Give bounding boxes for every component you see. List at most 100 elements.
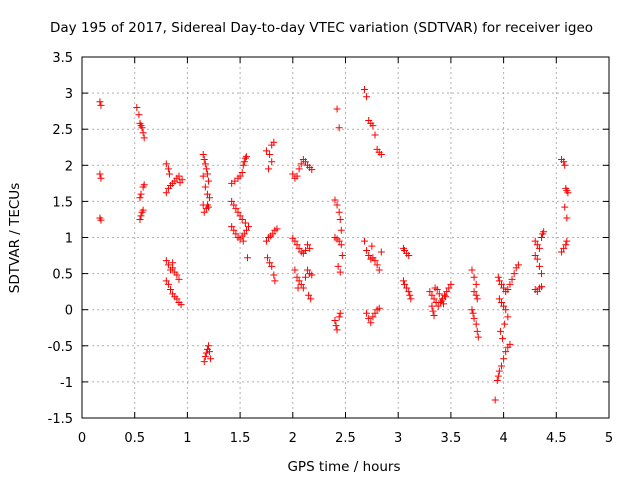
data-point: [502, 348, 510, 356]
data-point: [533, 255, 541, 263]
data-point: [240, 158, 248, 166]
data-point: [401, 280, 409, 288]
data-point: [332, 322, 340, 330]
data-point: [162, 189, 170, 197]
data-point: [494, 372, 502, 380]
data-point: [169, 259, 177, 267]
data-point: [564, 189, 572, 197]
data-point: [297, 160, 305, 168]
data-point: [232, 230, 240, 238]
data-point: [433, 285, 441, 293]
data-point: [97, 216, 105, 224]
data-point: [305, 291, 313, 299]
data-point: [494, 273, 502, 281]
data-point: [495, 367, 503, 375]
data-point: [365, 314, 373, 322]
data-point: [436, 298, 444, 306]
data-point: [301, 158, 309, 166]
data-point: [429, 307, 437, 315]
data-point: [434, 302, 442, 310]
data-point: [236, 172, 244, 180]
data-point: [371, 131, 379, 139]
data-point: [337, 226, 345, 234]
data-point: [241, 219, 249, 227]
data-point: [473, 295, 481, 303]
data-point: [375, 304, 383, 312]
data-point: [428, 302, 436, 310]
x-tick-label: 1.5: [230, 431, 251, 446]
data-point: [164, 280, 172, 288]
data-point: [264, 254, 272, 262]
data-point: [266, 259, 274, 267]
data-point: [136, 215, 144, 223]
data-point: [177, 301, 185, 309]
data-point: [140, 181, 148, 189]
data-point: [307, 295, 315, 303]
data-point: [331, 317, 339, 325]
data-point: [508, 275, 516, 283]
data-point: [202, 349, 210, 357]
data-point: [268, 158, 276, 166]
data-point: [560, 158, 568, 166]
data-point: [560, 244, 568, 252]
data-point: [468, 306, 476, 314]
data-point: [140, 134, 148, 142]
data-point: [363, 93, 371, 101]
data-point: [230, 226, 238, 234]
data-point: [137, 190, 145, 198]
data-point: [561, 161, 569, 169]
data-point: [230, 201, 238, 209]
data-point: [440, 300, 448, 308]
data-point: [199, 172, 207, 180]
data-point: [470, 314, 478, 322]
data-point: [435, 290, 443, 298]
data-point: [496, 327, 504, 335]
data-point: [203, 170, 211, 178]
data-point: [173, 271, 181, 279]
data-point: [165, 170, 173, 178]
data-point: [510, 270, 518, 278]
data-point: [137, 212, 145, 220]
data-point: [199, 150, 207, 158]
data-point: [500, 355, 508, 363]
data-point: [139, 206, 147, 214]
y-tick-label: -1.5: [48, 412, 73, 427]
data-point: [133, 104, 141, 112]
data-point: [231, 177, 239, 185]
y-tick-label: 1.5: [52, 195, 73, 210]
data-point: [200, 208, 208, 216]
data-point: [270, 138, 278, 146]
data-point: [472, 320, 480, 328]
y-tick-label: -1: [60, 376, 73, 391]
data-point: [491, 396, 499, 404]
data-point: [139, 129, 147, 137]
data-point: [514, 261, 522, 269]
data-point: [236, 212, 244, 220]
y-tick-label: 0: [65, 304, 73, 319]
data-point: [426, 288, 434, 296]
data-point: [295, 277, 303, 285]
data-point: [447, 280, 455, 288]
data-point: [333, 326, 341, 334]
data-point: [164, 165, 172, 173]
x-tick-label: 5: [605, 431, 613, 446]
data-point: [333, 105, 341, 113]
data-point: [295, 165, 303, 173]
x-tick-label: 4: [499, 431, 507, 446]
data-point: [336, 309, 344, 317]
data-point: [369, 313, 377, 321]
data-point: [497, 298, 505, 306]
data-point: [335, 124, 343, 132]
data-point: [473, 327, 481, 335]
data-point: [499, 335, 507, 343]
data-point: [306, 244, 314, 252]
data-point: [162, 277, 170, 285]
data-point: [371, 309, 379, 317]
data-point: [293, 172, 301, 180]
data-point: [472, 291, 480, 299]
data-point: [239, 237, 247, 245]
axes: 0 0.5 1 1.5 2 2.5 3 3.5 4 4.5 5 -1.5 -1 -0.5 0 0.5 1 1.5 2…: [48, 51, 614, 446]
data-point: [474, 333, 482, 341]
data-point: [203, 190, 211, 198]
data-point: [405, 288, 413, 296]
